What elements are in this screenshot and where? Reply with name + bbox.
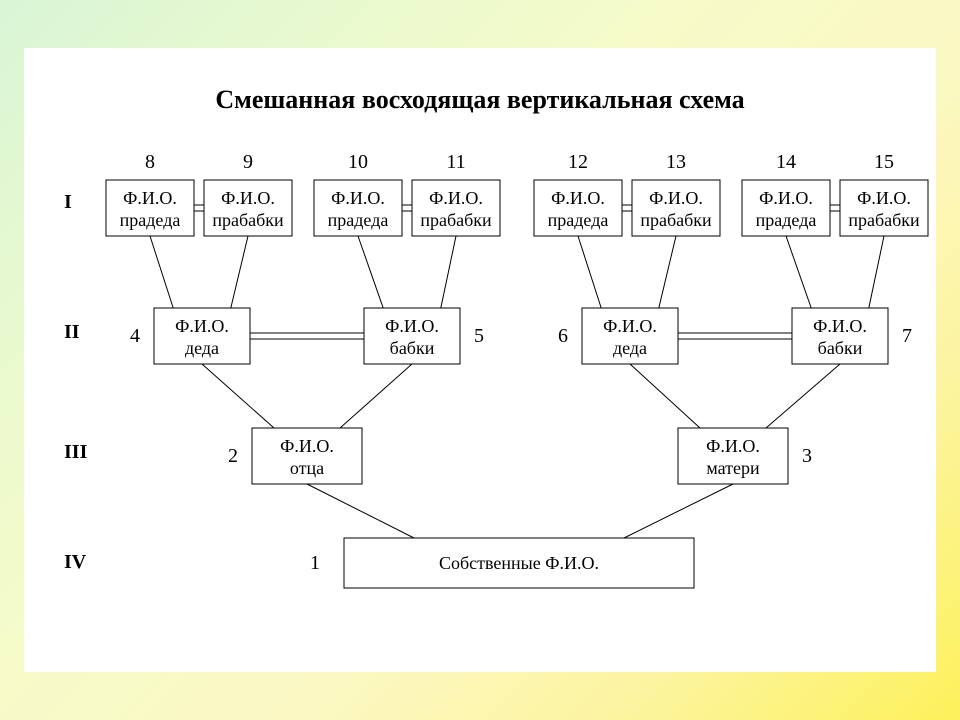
svg-text:10: 10 — [348, 151, 368, 173]
svg-text:9: 9 — [243, 151, 253, 173]
svg-text:4: 4 — [130, 325, 140, 347]
svg-text:7: 7 — [902, 325, 912, 347]
svg-text:Ф.И.О.: Ф.И.О. — [857, 188, 911, 208]
svg-text:Собственные Ф.И.О.: Собственные Ф.И.О. — [439, 553, 599, 573]
svg-text:бабки: бабки — [390, 338, 435, 358]
svg-text:прадеда: прадеда — [328, 210, 389, 230]
svg-text:11: 11 — [446, 151, 465, 173]
svg-text:деда: деда — [185, 338, 219, 358]
svg-text:прадеда: прадеда — [756, 210, 817, 230]
svg-text:13: 13 — [666, 151, 686, 173]
svg-text:15: 15 — [874, 151, 894, 173]
svg-text:бабки: бабки — [818, 338, 863, 358]
svg-text:матери: матери — [706, 458, 760, 478]
svg-text:Ф.И.О.: Ф.И.О. — [706, 436, 760, 456]
svg-text:Ф.И.О.: Ф.И.О. — [280, 436, 334, 456]
svg-text:Ф.И.О.: Ф.И.О. — [385, 316, 439, 336]
svg-text:2: 2 — [228, 445, 238, 467]
svg-text:III: III — [64, 441, 88, 463]
svg-text:6: 6 — [558, 325, 568, 347]
svg-text:8: 8 — [145, 151, 155, 173]
svg-text:II: II — [64, 321, 80, 343]
svg-text:I: I — [64, 191, 72, 213]
svg-text:прадеда: прадеда — [120, 210, 181, 230]
svg-text:5: 5 — [474, 325, 484, 347]
svg-text:прадеда: прадеда — [548, 210, 609, 230]
svg-text:прабабки: прабабки — [212, 210, 284, 230]
svg-text:1: 1 — [310, 552, 320, 574]
diagram-title: Смешанная восходящая вертикальная схема — [215, 85, 744, 114]
roman-numerals: IIIIIIIV — [64, 191, 88, 573]
svg-text:Ф.И.О.: Ф.И.О. — [759, 188, 813, 208]
svg-text:прабабки: прабабки — [848, 210, 920, 230]
gradient-background: Смешанная восходящая вертикальная схема … — [0, 0, 960, 720]
svg-text:прабабки: прабабки — [420, 210, 492, 230]
svg-text:12: 12 — [568, 151, 588, 173]
svg-text:отца: отца — [290, 458, 324, 478]
svg-text:Ф.И.О.: Ф.И.О. — [331, 188, 385, 208]
svg-text:прабабки: прабабки — [640, 210, 712, 230]
svg-text:IV: IV — [64, 551, 87, 573]
node-boxes: Ф.И.О.прадедаФ.И.О.прабабкиФ.И.О.прадеда… — [106, 180, 928, 588]
svg-text:3: 3 — [802, 445, 812, 467]
svg-text:Ф.И.О.: Ф.И.О. — [551, 188, 605, 208]
svg-text:деда: деда — [613, 338, 647, 358]
svg-text:Ф.И.О.: Ф.И.О. — [123, 188, 177, 208]
svg-text:Ф.И.О.: Ф.И.О. — [429, 188, 483, 208]
svg-text:Ф.И.О.: Ф.И.О. — [175, 316, 229, 336]
svg-text:Ф.И.О.: Ф.И.О. — [813, 316, 867, 336]
svg-text:Ф.И.О.: Ф.И.О. — [221, 188, 275, 208]
svg-text:14: 14 — [776, 151, 796, 173]
diagram-svg: Смешанная восходящая вертикальная схема … — [24, 48, 936, 672]
connector-lines — [150, 205, 884, 538]
svg-text:Ф.И.О.: Ф.И.О. — [649, 188, 703, 208]
diagram-panel: Смешанная восходящая вертикальная схема … — [24, 48, 936, 672]
svg-text:Ф.И.О.: Ф.И.О. — [603, 316, 657, 336]
